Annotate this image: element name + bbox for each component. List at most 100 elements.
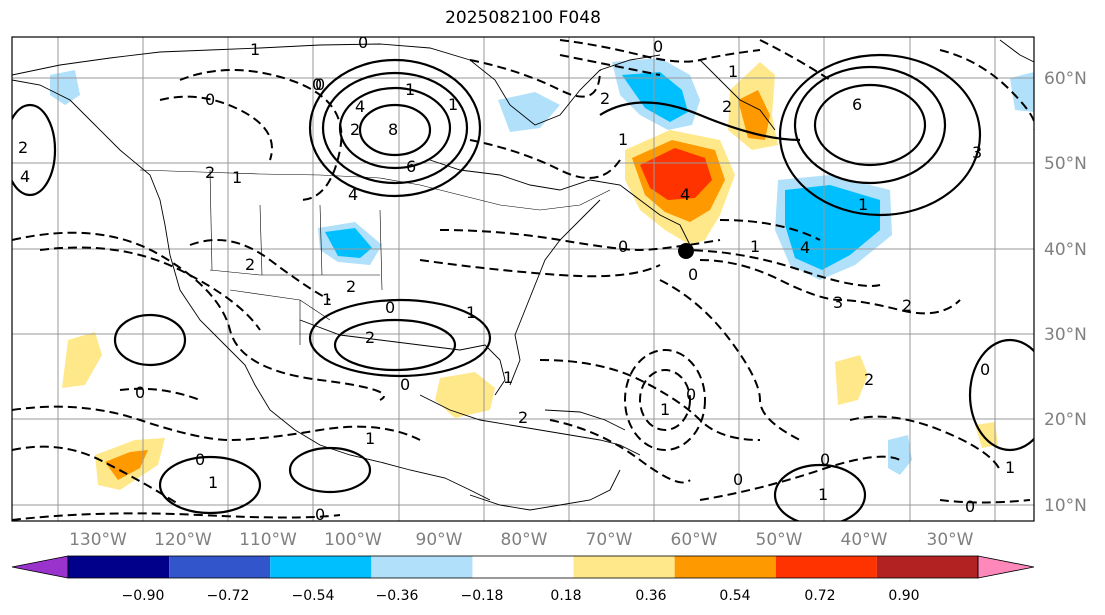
clab: 0 — [653, 37, 663, 56]
clab: 2 — [365, 328, 375, 347]
clab: 0 — [315, 75, 325, 94]
clab: 4 — [20, 167, 30, 186]
clab: 1 — [365, 429, 375, 448]
clab: 1 — [466, 303, 476, 322]
shading-layer — [50, 58, 1034, 490]
clab: 1 — [1005, 458, 1015, 477]
colorbar-segment — [674, 556, 776, 578]
lon-label: 50°W — [756, 530, 803, 550]
lon-label: 60°W — [671, 530, 718, 550]
lat-label: 50°N — [1044, 154, 1087, 174]
colorbar — [11, 555, 1035, 579]
clab: 1 — [618, 130, 628, 149]
colorbar-segment — [472, 556, 574, 578]
clab: 4 — [680, 185, 690, 204]
clab: 0 — [312, 75, 322, 94]
contour-car-1 — [288, 446, 372, 494]
contour-e-1 — [968, 338, 1034, 452]
clab: 1 — [405, 80, 415, 99]
clab: 1 — [448, 95, 458, 114]
contour-gulf-2 — [333, 318, 457, 372]
colorbar-tick-label: −0.90 — [122, 588, 165, 604]
clab: 4 — [348, 185, 358, 204]
contour-high-4 — [321, 71, 469, 185]
clab: 0 — [820, 450, 830, 469]
contours-negative — [12, 39, 1034, 521]
colorbar-segment — [371, 556, 473, 578]
clab: 0 — [358, 33, 368, 52]
clab: 2 — [205, 163, 215, 182]
map-border — [11, 36, 1035, 522]
contour-gulf-1 — [308, 298, 492, 378]
shade-atl-yellow-2 — [835, 355, 868, 405]
contour-labels: 0 1 0 2 0 1 4 2 8 6 4 1 2 0 1 2 1 2 2 1 … — [18, 33, 1015, 524]
clab: 1 — [660, 400, 670, 419]
clab: 1 — [232, 168, 242, 187]
shade-atl-blue-3 — [888, 435, 912, 475]
colorbar-tick-label: 0.18 — [550, 588, 581, 604]
clab: 1 — [818, 485, 828, 504]
clab: 1 — [322, 290, 332, 309]
clab: 1 — [728, 62, 738, 81]
colorbar-segment — [68, 556, 170, 578]
lon-label: 100°W — [324, 530, 382, 550]
clab: 2 — [902, 296, 912, 315]
colorbar-tick-label: 0.90 — [888, 588, 919, 604]
lat-label: 60°N — [1044, 69, 1087, 89]
lat-label: 40°N — [1044, 240, 1087, 260]
colorbar-tick-label: 0.72 — [804, 588, 835, 604]
clab: 1 — [503, 368, 513, 387]
lat-label: 10°N — [1044, 496, 1087, 516]
shade-atl-yellow-3 — [975, 422, 998, 448]
clab: 4 — [800, 238, 810, 257]
clab: 2 — [722, 97, 732, 116]
contour-atl-3 — [778, 53, 982, 217]
colorbar-tick-label: 0.36 — [635, 588, 666, 604]
lon-label: 30°W — [927, 530, 974, 550]
clab: 1 — [750, 237, 760, 256]
colorbar-segment — [573, 556, 675, 578]
clab: 2 — [245, 255, 255, 274]
clab: 4 — [355, 97, 365, 116]
shade-gulf-yellow — [435, 372, 495, 418]
shade-canada-cyan — [622, 72, 688, 122]
colorbar-segment — [775, 556, 877, 578]
longitude-labels: 130°W 120°W 110°W 100°W 90°W 80°W 70°W 6… — [69, 530, 974, 550]
clab: 0 — [688, 265, 698, 284]
shade-hudson-blue — [498, 92, 560, 132]
contour-west-1 — [12, 103, 57, 197]
contours-positive — [12, 53, 1034, 521]
clab: 0 — [205, 90, 215, 109]
clab: 0 — [315, 505, 325, 524]
lon-label: 130°W — [69, 530, 127, 550]
shade-pacific2-orange — [105, 450, 148, 480]
clab: 3 — [972, 143, 982, 162]
clab: 0 — [686, 385, 696, 404]
clab: 2 — [18, 138, 28, 157]
colorbar-tick-label: −0.18 — [461, 588, 504, 604]
contour-high-8 — [358, 103, 432, 157]
shade-ice-blue — [1010, 72, 1034, 112]
clab: 0 — [733, 470, 743, 489]
clab: 0 — [618, 237, 628, 256]
shade-plains-cyan — [325, 228, 372, 258]
map-panel: 0 1 0 2 0 1 4 2 8 6 4 1 2 0 1 2 1 2 2 1 … — [12, 33, 1034, 524]
contour-atl-4 — [793, 65, 947, 185]
coastlines — [12, 39, 1034, 511]
contour-atl-6 — [813, 83, 927, 167]
lat-label: 30°N — [1044, 325, 1087, 345]
clab: 6 — [406, 157, 416, 176]
lat-label: 20°N — [1044, 410, 1087, 430]
lon-label: 110°W — [239, 530, 297, 550]
clab: 1 — [250, 40, 260, 59]
contour-atl-ridge — [599, 101, 801, 142]
clab: 0 — [385, 298, 395, 317]
colorbar-tick-label: 0.54 — [719, 588, 750, 604]
contour-pac-1 — [113, 313, 187, 367]
colorbar-tick-label: −0.72 — [207, 588, 250, 604]
clab: 0 — [135, 383, 145, 402]
contour-atl-1 — [773, 463, 867, 521]
colorbar-segment — [169, 556, 271, 578]
colorbar-tick-labels: −0.90 −0.72 −0.54 −0.36 −0.18 0.18 0.36 … — [122, 588, 920, 604]
